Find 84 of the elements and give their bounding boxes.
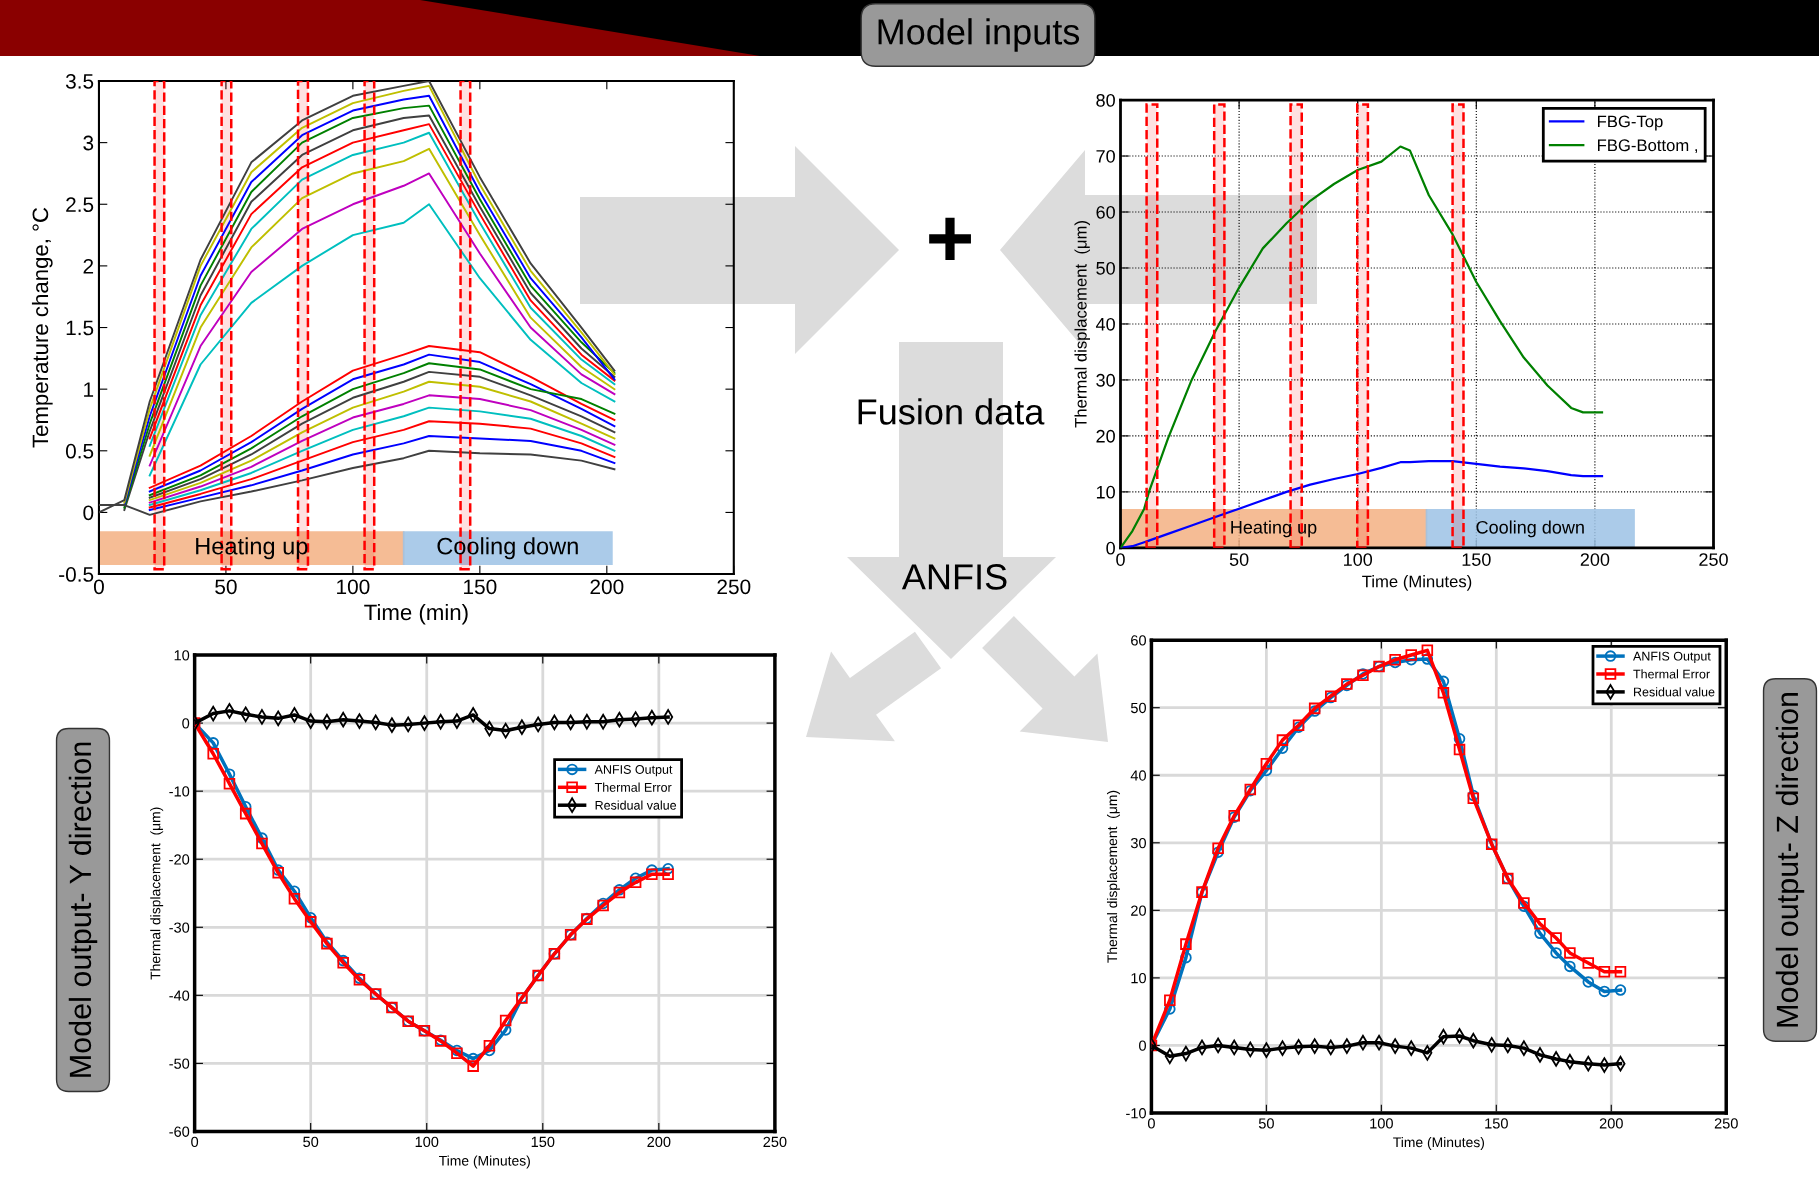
y-tick-label: 40 bbox=[1130, 770, 1146, 781]
y-axis-title: Thermal displacement (μm) bbox=[150, 807, 164, 980]
y-tick-label: 30 bbox=[1096, 373, 1115, 387]
legend-label: ANFIS Output bbox=[594, 765, 673, 777]
text: + bbox=[929, 217, 971, 260]
y-tick-label: 3.5 bbox=[65, 73, 94, 89]
text: Model output- Z direction bbox=[1775, 692, 1805, 1027]
y-tick-label: 50 bbox=[1096, 261, 1115, 275]
y-tick-label: 1.5 bbox=[66, 320, 94, 336]
y-tick-label: 1 bbox=[84, 382, 94, 397]
y-tick-label: 20 bbox=[1131, 905, 1146, 916]
x-tick-label: 0 bbox=[93, 579, 104, 595]
band-label: Heating up bbox=[196, 537, 308, 560]
y-tick-label: 2 bbox=[83, 258, 94, 274]
y-tick-label: 0 bbox=[182, 718, 190, 729]
x-axis-title: Time (Minutes) bbox=[1362, 575, 1472, 591]
band-label: Heating up bbox=[1231, 520, 1317, 538]
y-tick-label: 10 bbox=[1131, 973, 1146, 984]
x-tick-label: 0 bbox=[1147, 1118, 1155, 1129]
x-tick-label: 150 bbox=[464, 579, 497, 595]
x-tick-label: 150 bbox=[531, 1136, 555, 1148]
y-tick-label: 0.5 bbox=[65, 443, 94, 459]
x-tick-label: 0 bbox=[191, 1136, 199, 1148]
y-tick-label: 10 bbox=[174, 650, 190, 661]
y-tick-label: 0 bbox=[1106, 541, 1115, 555]
y-tick-label: -50 bbox=[169, 1058, 190, 1069]
x-tick-label: 100 bbox=[1370, 1118, 1393, 1129]
y-tick-label: -0.5 bbox=[59, 567, 94, 582]
x-axis-title: Time (Minutes) bbox=[439, 1155, 530, 1169]
legend-label: Residual value bbox=[1634, 687, 1715, 697]
x-tick-label: 0 bbox=[1116, 553, 1125, 566]
x-tick-label: 250 bbox=[1699, 553, 1728, 566]
x-tick-label: 50 bbox=[1258, 1118, 1274, 1129]
band-label: Cooling down bbox=[1476, 520, 1584, 538]
legend-label: Thermal Error bbox=[594, 782, 672, 792]
y-axis-title: Temperature change, °C bbox=[31, 207, 53, 448]
x-tick-label: 100 bbox=[1344, 553, 1373, 566]
x-axis-title: Time (Minutes) bbox=[1393, 1137, 1485, 1150]
x-tick-label: 250 bbox=[717, 579, 751, 595]
text: Model inputs bbox=[878, 18, 1080, 52]
y-tick-label: 60 bbox=[1096, 205, 1115, 219]
x-tick-label: 150 bbox=[1485, 1118, 1508, 1129]
band-label: Cooling down bbox=[437, 537, 578, 560]
y-tick-label: -20 bbox=[169, 854, 190, 865]
y-tick-label: 40 bbox=[1095, 317, 1115, 331]
y-tick-label: 50 bbox=[1130, 702, 1146, 714]
legend-label: FBG-Top bbox=[1598, 115, 1663, 131]
x-tick-label: 200 bbox=[1580, 553, 1610, 566]
x-tick-label: 150 bbox=[1462, 553, 1491, 566]
x-tick-label: 250 bbox=[1714, 1118, 1738, 1129]
y-axis-title: Thermal displacement (μm) bbox=[1074, 221, 1091, 428]
x-tick-label: 250 bbox=[763, 1136, 787, 1148]
x-tick-label: 50 bbox=[303, 1136, 319, 1148]
y-tick-label: 3 bbox=[83, 135, 94, 151]
y-tick-label: -30 bbox=[169, 922, 190, 933]
y-tick-label: -10 bbox=[1126, 1108, 1146, 1119]
y-tick-label: 10 bbox=[1096, 485, 1115, 499]
y-tick-label: 30 bbox=[1130, 837, 1146, 849]
x-tick-label: 100 bbox=[415, 1136, 439, 1148]
y-tick-label: 70 bbox=[1096, 149, 1115, 163]
y-tick-label: -40 bbox=[169, 990, 190, 1001]
legend-label: Residual value bbox=[595, 800, 677, 810]
x-tick-label: 200 bbox=[647, 1136, 671, 1148]
y-tick-label: 60 bbox=[1131, 635, 1146, 646]
text: ANFIS bbox=[901, 564, 1007, 590]
y-tick-label: -60 bbox=[169, 1126, 190, 1137]
y-tick-label: -10 bbox=[169, 786, 190, 797]
x-tick-label: 200 bbox=[1599, 1118, 1623, 1129]
y-axis-title: Thermal displacement (μm) bbox=[1106, 790, 1120, 963]
y-tick-label: 20 bbox=[1096, 429, 1115, 443]
x-tick-label: 200 bbox=[590, 579, 624, 595]
x-tick-label: 50 bbox=[215, 579, 237, 595]
text: Model output- Y direction bbox=[68, 742, 98, 1077]
y-tick-label: 2.5 bbox=[66, 197, 94, 213]
y-tick-label: 0 bbox=[83, 505, 94, 521]
legend-label: Thermal Error bbox=[1633, 669, 1710, 679]
y-tick-label: 0 bbox=[1139, 1040, 1146, 1051]
x-axis-title: Time (min) bbox=[364, 603, 468, 625]
legend-label: ANFIS Output bbox=[1633, 651, 1711, 664]
x-tick-label: 100 bbox=[337, 579, 370, 595]
y-tick-label: 80 bbox=[1096, 93, 1115, 107]
text: Fusion data bbox=[858, 398, 1045, 425]
legend-label: FBG-Bottom , bbox=[1598, 139, 1697, 154]
x-tick-label: 50 bbox=[1229, 553, 1249, 566]
